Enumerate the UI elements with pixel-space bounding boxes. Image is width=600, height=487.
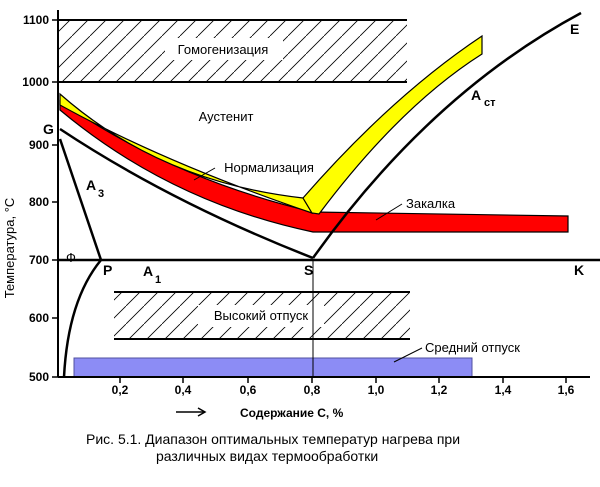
figure-caption-line1: Рис. 5.1. Диапазон оптимальных температу…	[86, 431, 460, 447]
region-label-high-tempering: Высокий отпуск	[214, 308, 309, 323]
y-tick-label: 1000	[22, 75, 49, 89]
y-tick-label: 1100	[23, 13, 49, 27]
point-label-s: S	[304, 262, 313, 278]
y-axis-title: Температура, °С	[2, 198, 17, 299]
line-label-a3-sub: 3	[98, 188, 104, 200]
x-tick-label: 1,0	[368, 383, 385, 397]
x-tick-label: 1,4	[495, 383, 512, 397]
line-acm-se	[311, 11, 582, 259]
x-axis-title: Содержание С, %	[240, 406, 344, 420]
normalization-band-right	[302, 34, 483, 215]
x-tick-label: 0,6	[240, 383, 257, 397]
hardening-leader-line	[375, 203, 403, 221]
line-label-a1-sub: 1	[155, 274, 161, 286]
line-a3-gs	[59, 127, 314, 260]
y-tick-label: 700	[29, 253, 49, 267]
line-label-a3: A	[86, 177, 96, 193]
line-label-acm-sub: ст	[484, 97, 496, 109]
region-label-hardening: Закалка	[406, 196, 456, 211]
region-label-normalization: Нормализация	[224, 160, 314, 175]
y-tick-marks	[52, 19, 58, 378]
y-tick-label: 500	[29, 370, 49, 384]
line-ferrite-solvus	[62, 259, 102, 378]
region-label-austenite: Аустенит	[199, 109, 254, 124]
x-tick-marks	[119, 377, 567, 383]
point-label-p: P	[103, 262, 112, 278]
point-label-g: G	[43, 121, 54, 137]
x-tick-label: 0,8	[304, 383, 321, 397]
y-tick-label: 600	[29, 311, 49, 325]
line-label-acm: A	[471, 87, 481, 103]
region-label-medium-tempering: Средний отпуск	[425, 340, 520, 355]
x-tick-label: 1,2	[431, 383, 448, 397]
x-tick-label: 0,4	[175, 383, 192, 397]
medium-tempering-leader-line	[393, 347, 423, 363]
x-tick-label: 0,2	[112, 383, 129, 397]
normalization-leader-line	[193, 167, 216, 181]
right-arrow-icon	[176, 407, 207, 417]
y-tick-label: 800	[29, 195, 49, 209]
ferrite-label: Ф	[66, 250, 76, 265]
medium-tempering-band	[73, 357, 473, 378]
figure-caption-line2: различных видах термообработки	[156, 448, 378, 464]
line-gp	[58, 138, 103, 261]
x-tick-label: 1,6	[558, 383, 575, 397]
y-tick-label: 900	[29, 138, 49, 152]
point-label-e: E	[570, 21, 579, 37]
homogenization-label-bg	[165, 38, 283, 60]
line-label-a1: A	[143, 263, 153, 279]
point-label-k: K	[574, 262, 584, 278]
high-tempering-label-bg	[198, 305, 324, 327]
region-label-homogenization: Гомогенизация	[178, 42, 269, 57]
